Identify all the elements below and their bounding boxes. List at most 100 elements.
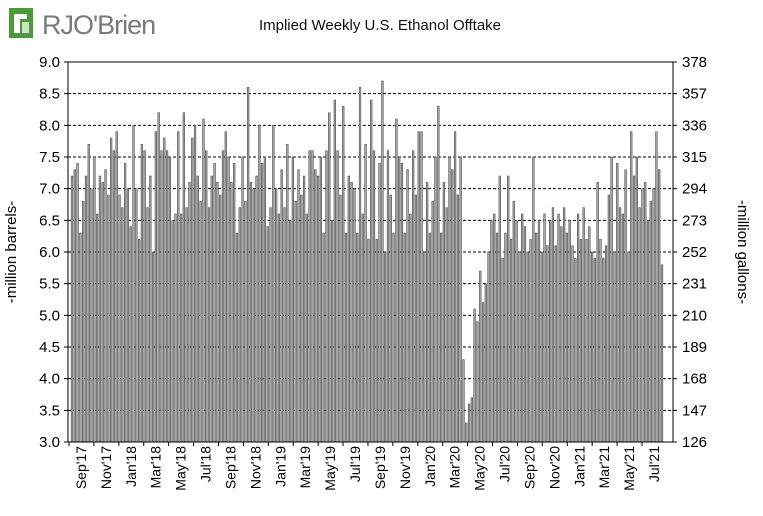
bar	[470, 397, 473, 443]
bar	[487, 251, 490, 443]
bar	[174, 213, 177, 443]
bar	[434, 156, 437, 443]
bar	[540, 251, 543, 443]
bar	[305, 213, 308, 443]
bar	[269, 207, 272, 443]
bar	[445, 207, 448, 443]
bar	[579, 239, 583, 443]
bar	[339, 194, 342, 443]
bar	[358, 87, 362, 443]
bar	[110, 137, 113, 443]
bar	[90, 188, 93, 443]
bar	[291, 156, 295, 443]
bar	[101, 182, 104, 443]
x-tick-label: May'19	[322, 446, 338, 491]
bar	[378, 163, 381, 443]
x-tick-label: Nov'18	[247, 446, 263, 489]
bar	[565, 232, 569, 443]
bar	[658, 169, 661, 443]
bar	[322, 232, 325, 443]
logo-text: RJO'Brien	[42, 10, 156, 40]
bar	[207, 207, 211, 443]
logo-mark-icon	[9, 8, 33, 38]
chart-title: Implied Weekly U.S. Ethanol Offtake	[258, 17, 502, 34]
bar	[143, 150, 146, 443]
bar	[557, 213, 560, 443]
bar	[526, 251, 529, 443]
bar	[344, 232, 348, 443]
x-tick-label: Mar'18	[148, 446, 164, 489]
bar	[275, 188, 278, 443]
x-tick-label: Sep'20	[521, 446, 537, 489]
bar	[104, 169, 107, 443]
bar	[507, 175, 510, 443]
bar	[121, 207, 124, 443]
bar	[96, 213, 99, 443]
x-tick-label: Mar'21	[596, 446, 612, 489]
bar	[124, 163, 127, 443]
bar	[244, 201, 247, 443]
bar	[423, 251, 426, 443]
bar	[490, 220, 493, 443]
bar	[495, 232, 499, 443]
bar	[381, 80, 384, 443]
bar	[179, 213, 183, 443]
y-tick-label: 4.0	[39, 371, 60, 388]
bar	[501, 258, 504, 443]
x-tick-label: Nov'20	[546, 446, 562, 489]
bar	[431, 201, 434, 443]
bar	[484, 283, 487, 443]
bar	[414, 194, 418, 443]
x-tick-label: May'18	[173, 446, 189, 491]
bar	[177, 131, 180, 443]
bar	[146, 207, 149, 443]
y-axis-label: -million barrels-	[3, 201, 20, 304]
bar	[288, 220, 292, 443]
bar	[328, 112, 331, 443]
bar	[467, 403, 471, 443]
bar	[247, 87, 250, 443]
bar	[481, 302, 485, 443]
bar	[386, 150, 390, 443]
bar	[641, 188, 644, 443]
bar	[132, 125, 135, 443]
bar	[604, 245, 608, 443]
bar	[532, 156, 535, 443]
bar	[272, 125, 275, 443]
bar	[588, 226, 591, 443]
bar	[233, 163, 236, 443]
y2-tick-label: 378	[682, 54, 707, 71]
x-tick-label: Sep'19	[372, 446, 388, 489]
left-axis-ticks: 3.0 3.5 4.0 4.5 5.0 5.5 6.0 6.5 7.0 7.5 8.0 8.5 9.0	[39, 54, 68, 451]
bar	[462, 359, 465, 443]
bar	[224, 131, 227, 443]
bar	[389, 194, 392, 443]
bar	[333, 99, 336, 443]
bar	[420, 131, 423, 443]
bar	[185, 207, 188, 443]
bar	[93, 156, 96, 443]
bar	[238, 207, 241, 443]
bar	[171, 220, 174, 443]
bar	[258, 125, 261, 443]
bar	[84, 175, 88, 443]
x-tick-label: Mar'19	[297, 446, 313, 489]
bar	[314, 169, 317, 443]
bar	[439, 232, 443, 443]
bar	[137, 239, 141, 443]
y-tick-label: 5.0	[39, 307, 60, 324]
bar	[537, 220, 541, 443]
bar	[129, 226, 132, 443]
y2-tick-label: 252	[682, 244, 707, 261]
bar	[596, 182, 599, 443]
bar	[649, 201, 652, 443]
bar	[400, 163, 404, 443]
bar	[277, 213, 281, 443]
bar	[509, 239, 513, 443]
bar	[154, 131, 158, 443]
x-tick-label: Jan'20	[422, 446, 438, 487]
bar	[149, 175, 152, 443]
y2-tick-label: 294	[682, 181, 707, 198]
